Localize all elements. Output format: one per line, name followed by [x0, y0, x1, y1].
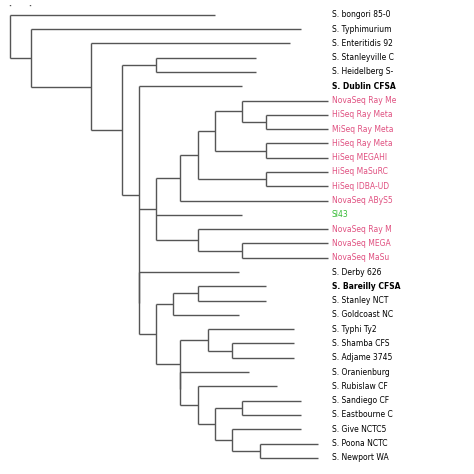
Text: NovaSeq Ray M: NovaSeq Ray M [332, 225, 392, 234]
Text: S. Derby 626: S. Derby 626 [332, 267, 381, 276]
Text: S. Oranienburg: S. Oranienburg [332, 367, 390, 376]
Text: S. Stanley NCT: S. Stanley NCT [332, 296, 388, 305]
Text: S. Bareilly CFSA: S. Bareilly CFSA [332, 282, 401, 291]
Text: SI43: SI43 [332, 210, 348, 219]
Text: S. Adjame 3745: S. Adjame 3745 [332, 353, 392, 362]
Text: S. Dublin CFSA: S. Dublin CFSA [332, 82, 395, 91]
Text: NovaSeq AByS5: NovaSeq AByS5 [332, 196, 392, 205]
Text: S. Goldcoast NC: S. Goldcoast NC [332, 310, 393, 319]
Text: S. Poona NCTC: S. Poona NCTC [332, 439, 387, 448]
Text: S. Newport WA: S. Newport WA [332, 453, 389, 462]
Text: HiSeq Ray Meta: HiSeq Ray Meta [332, 110, 392, 119]
Text: NovaSeq MaSu: NovaSeq MaSu [332, 253, 389, 262]
Text: S. Rubislaw CF: S. Rubislaw CF [332, 382, 388, 391]
Text: S. Shamba CFS: S. Shamba CFS [332, 339, 389, 348]
Text: S. bongori 85-0: S. bongori 85-0 [332, 10, 390, 19]
Text: S. Heidelberg S-: S. Heidelberg S- [332, 67, 393, 76]
Text: S. Typhi Ty2: S. Typhi Ty2 [332, 325, 376, 334]
Text: NovaSeq MEGA: NovaSeq MEGA [332, 239, 391, 248]
Text: S. Sandiego CF: S. Sandiego CF [332, 396, 389, 405]
Text: S. Give NCTC5: S. Give NCTC5 [332, 425, 386, 434]
Text: MiSeq Ray Meta: MiSeq Ray Meta [332, 125, 393, 134]
Text: S. Stanleyville C: S. Stanleyville C [332, 53, 394, 62]
Text: NovaSeq Ray Me: NovaSeq Ray Me [332, 96, 396, 105]
Text: HiSeq MaSuRC: HiSeq MaSuRC [332, 167, 388, 176]
Text: HiSeq Ray Meta: HiSeq Ray Meta [332, 139, 392, 148]
Text: HiSeq MEGAHI: HiSeq MEGAHI [332, 153, 387, 162]
Text: HiSeq IDBA-UD: HiSeq IDBA-UD [332, 182, 389, 191]
Text: S. Eastbourne C: S. Eastbourne C [332, 410, 392, 419]
Text: S. Typhimurium: S. Typhimurium [332, 25, 392, 34]
Text: S. Enteritidis 92: S. Enteritidis 92 [332, 39, 392, 48]
